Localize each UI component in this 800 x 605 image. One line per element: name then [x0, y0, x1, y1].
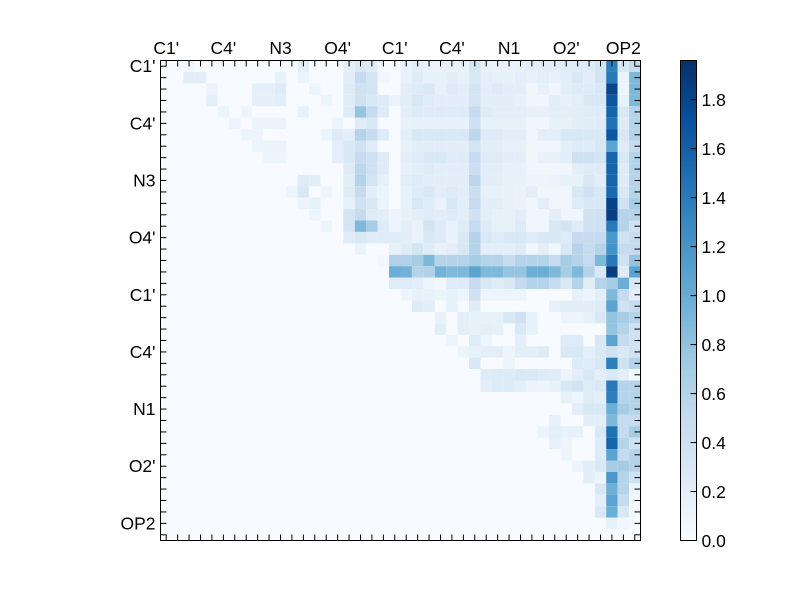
- svg-text:C1': C1': [153, 38, 179, 58]
- svg-text:1.4: 1.4: [702, 188, 727, 208]
- svg-text:O4': O4': [324, 38, 351, 58]
- svg-text:1.6: 1.6: [702, 139, 726, 159]
- svg-text:C4': C4': [211, 38, 237, 58]
- svg-text:0.6: 0.6: [702, 384, 726, 404]
- svg-text:N3: N3: [269, 38, 291, 58]
- svg-text:OP2: OP2: [606, 38, 641, 58]
- svg-text:1.0: 1.0: [702, 286, 727, 306]
- svg-text:0.8: 0.8: [702, 335, 726, 355]
- svg-text:O2': O2': [129, 456, 156, 476]
- svg-text:C4': C4': [130, 113, 156, 133]
- svg-text:0.4: 0.4: [702, 433, 727, 453]
- svg-text:C1': C1': [382, 38, 408, 58]
- svg-text:N1: N1: [133, 399, 155, 419]
- svg-text:C4': C4': [439, 38, 465, 58]
- svg-text:C4': C4': [130, 342, 156, 362]
- svg-text:C1': C1': [130, 56, 156, 76]
- svg-text:1.8: 1.8: [702, 90, 726, 110]
- svg-text:0.2: 0.2: [702, 482, 726, 502]
- svg-text:1.2: 1.2: [702, 237, 726, 257]
- svg-text:0.0: 0.0: [702, 531, 727, 551]
- svg-text:N1: N1: [498, 38, 520, 58]
- svg-text:C1': C1': [130, 285, 156, 305]
- svg-text:OP2: OP2: [120, 513, 155, 533]
- svg-text:N3: N3: [133, 171, 155, 191]
- svg-text:O4': O4': [129, 228, 156, 248]
- svg-text:O2': O2': [553, 38, 580, 58]
